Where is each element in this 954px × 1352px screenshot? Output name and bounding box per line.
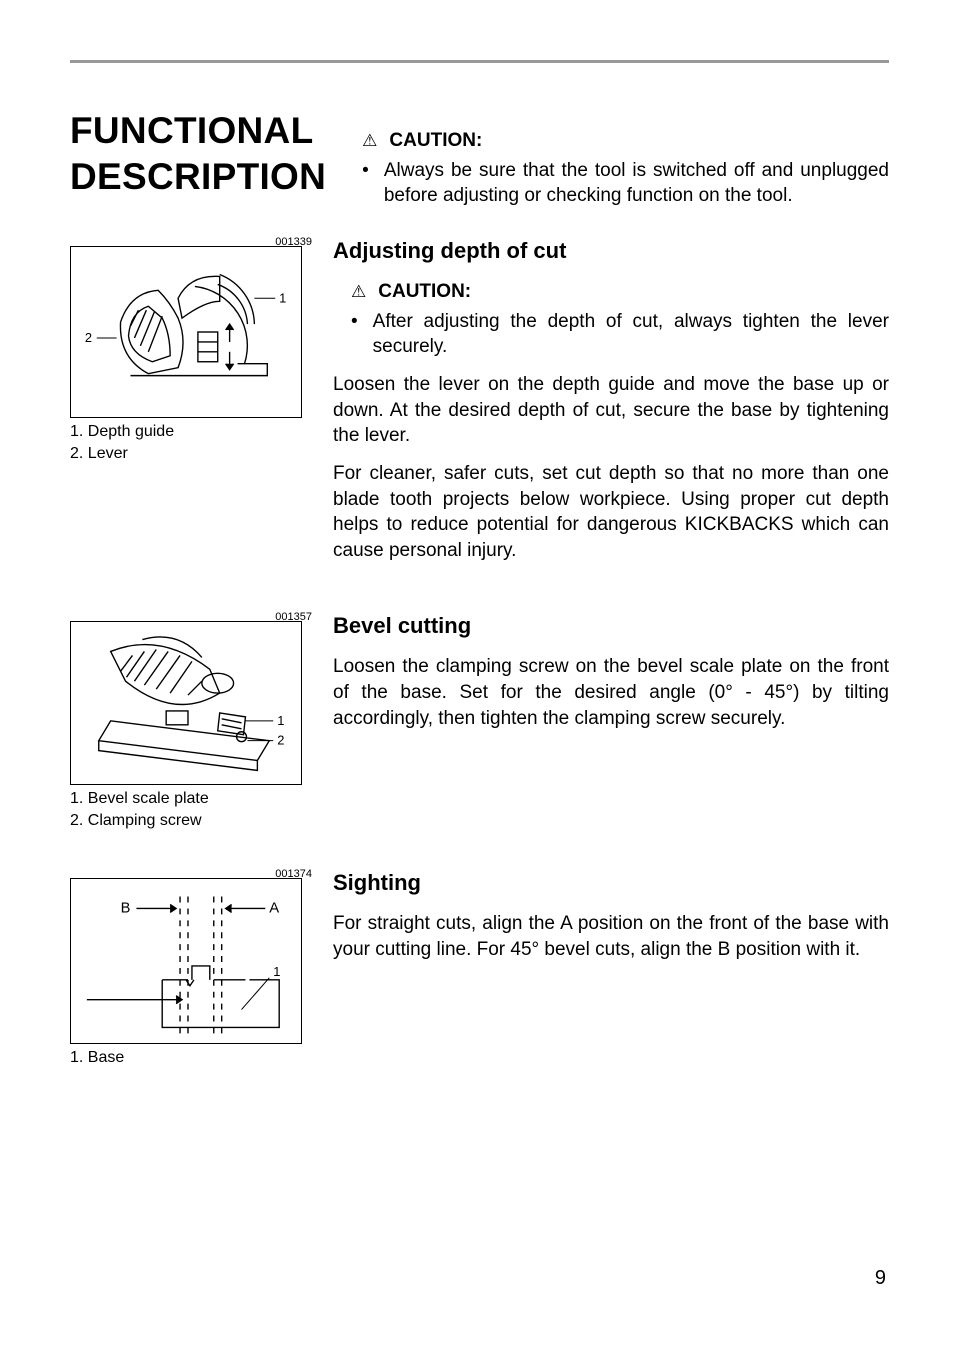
figure-3: B A 1 [70,878,302,1044]
figure-1-callout-1: 1 [279,290,286,305]
figure-3-label-a: A [269,900,279,916]
caution-label: CAUTION: [389,128,482,154]
title-line-2: DESCRIPTION [70,156,326,197]
figure-2-svg: 1 2 [71,621,301,785]
figure-3-svg: B A 1 [71,878,301,1044]
figure-3-legend: Base [70,1047,124,1070]
heading-bevel: Bevel cutting [333,611,889,641]
figure-2-legend: Bevel scale plate Clamping screw [70,788,209,833]
figure-3-label-b: B [121,900,131,916]
figure-2-legend-1: Bevel scale plate [70,788,209,810]
figure-1-legend: Depth guide Lever [70,421,174,466]
intro-caution-text: Always be sure that the tool is switched… [384,158,889,209]
top-horizontal-rule [70,60,889,63]
page-number: 9 [875,1267,886,1290]
bullet-dot: • [351,309,358,360]
heading-sighting: Sighting [333,868,889,898]
depth-paragraph-1: Loosen the lever on the depth guide and … [333,372,889,449]
figure-1-legend-2: Lever [70,443,174,465]
depth-caution-text: After adjusting the depth of cut, always… [373,309,889,360]
figure-2-legend-2: Clamping screw [70,810,209,832]
warning-icon: ⚠ [362,132,377,149]
heading-adjusting-depth: Adjusting depth of cut [333,236,889,266]
page-title: FUNCTIONAL DESCRIPTION [70,108,326,201]
warning-icon: ⚠ [351,283,366,300]
figure-1-callout-2: 2 [85,329,92,344]
figure-2-callout-2: 2 [277,732,284,747]
figure-3-callout-1: 1 [273,964,280,979]
sighting-paragraph-1: For straight cuts, align the A position … [333,911,889,962]
title-line-1: FUNCTIONAL [70,110,313,151]
figure-3-legend-1: Base [70,1047,124,1069]
figure-1: 1 2 [70,246,302,418]
figure-2: 1 2 [70,621,302,785]
caution-label: CAUTION: [378,279,471,305]
bevel-paragraph-1: Loosen the clamping screw on the bevel s… [333,654,889,731]
bullet-dot: • [362,158,369,209]
figure-2-callout-1: 1 [277,712,284,727]
depth-paragraph-2: For cleaner, safer cuts, set cut depth s… [333,461,889,564]
figure-1-svg: 1 2 [71,246,301,418]
figure-1-legend-1: Depth guide [70,421,174,443]
